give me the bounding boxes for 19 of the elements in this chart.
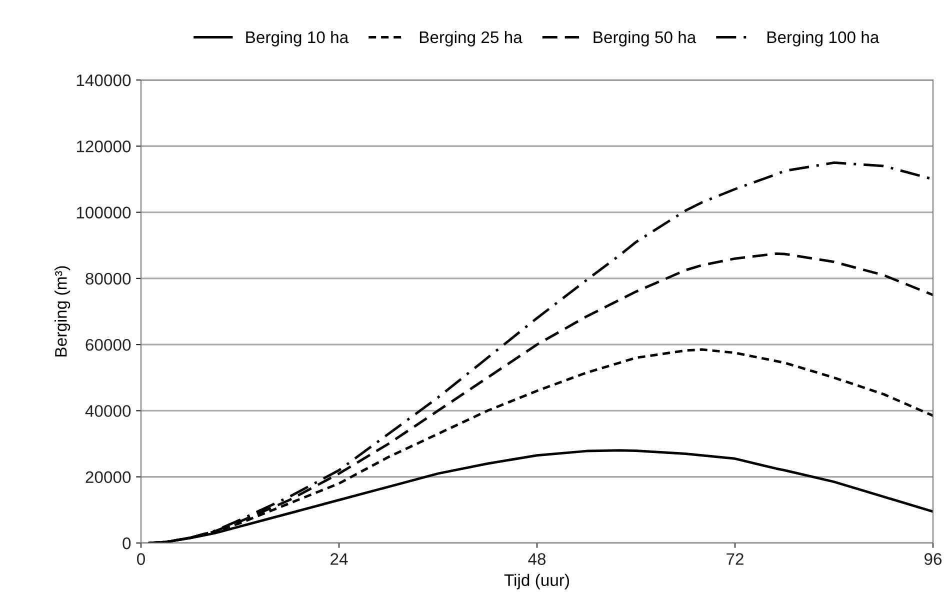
y-tick-label: 140000 xyxy=(76,74,131,86)
legend-label: Berging 10 ha xyxy=(246,30,349,46)
y-tick-label: 60000 xyxy=(86,338,131,351)
y-tick-label: 120000 xyxy=(76,140,131,152)
x-tick-label: 48 xyxy=(528,553,546,565)
legend-label: Berging 100 ha xyxy=(768,30,880,46)
legend-label: Berging 25 ha xyxy=(420,30,522,46)
y-tick-label: 20000 xyxy=(86,471,131,484)
y-tick-label: 0 xyxy=(122,537,131,550)
y-tick-label: 100000 xyxy=(76,206,131,218)
x-tick-label: 0 xyxy=(137,553,145,565)
y-tick-label: 80000 xyxy=(86,272,131,285)
legend-label: Berging 50 ha xyxy=(594,30,696,46)
x-tick-label: 72 xyxy=(726,553,744,565)
y-tick-label: 40000 xyxy=(85,405,131,417)
y-axis-title: Berging (m³) xyxy=(54,266,70,356)
x-tick-label: 96 xyxy=(924,553,942,565)
x-tick-label: 24 xyxy=(330,553,348,565)
x-axis-title: Tijd (uur) xyxy=(504,574,569,590)
